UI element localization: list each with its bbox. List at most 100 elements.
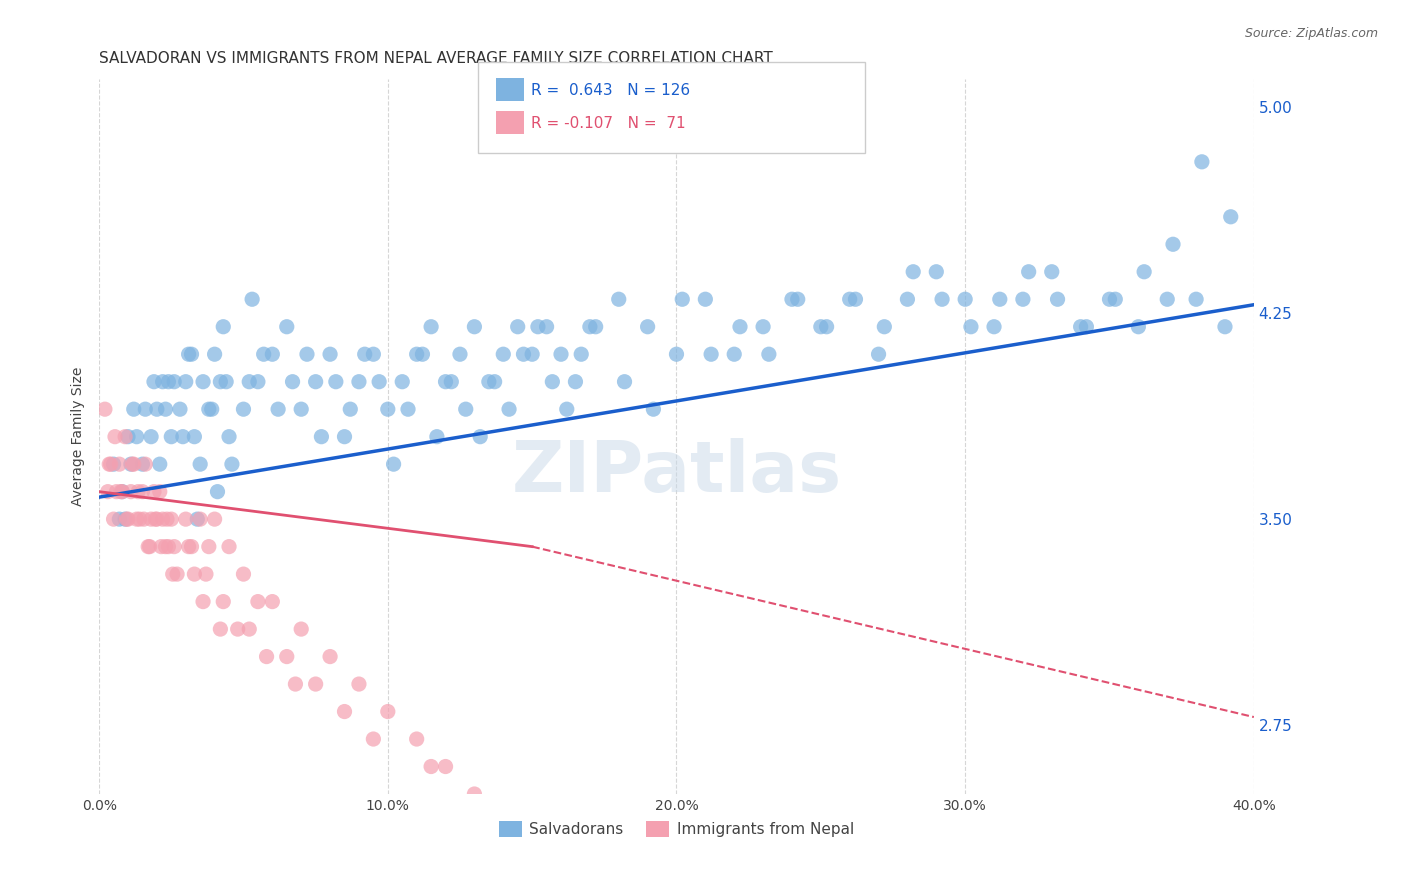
Point xyxy=(160,430,183,444)
Point xyxy=(1018,265,1040,279)
Point xyxy=(925,265,948,279)
Point xyxy=(1191,154,1213,169)
Point xyxy=(1104,292,1126,306)
Point xyxy=(246,594,269,608)
Point xyxy=(470,430,492,444)
Point xyxy=(295,347,318,361)
Point xyxy=(844,292,866,306)
Point xyxy=(281,375,304,389)
Point xyxy=(512,347,534,361)
Point xyxy=(810,319,832,334)
Point xyxy=(209,622,232,636)
Point xyxy=(347,375,370,389)
Point xyxy=(758,347,780,361)
Point xyxy=(333,705,356,719)
Point xyxy=(665,347,688,361)
Point xyxy=(115,512,138,526)
Point xyxy=(449,347,471,361)
Point xyxy=(1133,265,1156,279)
Point xyxy=(896,292,918,306)
Point xyxy=(377,705,399,719)
Point xyxy=(166,567,188,582)
Point xyxy=(134,402,156,417)
Point xyxy=(204,512,226,526)
Point xyxy=(290,402,312,417)
Point xyxy=(150,540,173,554)
Point xyxy=(139,512,162,526)
Point xyxy=(111,484,134,499)
Point xyxy=(100,457,122,471)
Point xyxy=(122,402,145,417)
Point xyxy=(221,457,243,471)
Point xyxy=(382,457,405,471)
Point xyxy=(172,430,194,444)
Point xyxy=(207,484,229,499)
Point xyxy=(290,622,312,636)
Point xyxy=(188,512,211,526)
Legend: Salvadorans, Immigrants from Nepal: Salvadorans, Immigrants from Nepal xyxy=(492,815,860,844)
Point xyxy=(253,347,276,361)
Point xyxy=(492,814,515,829)
Point xyxy=(983,319,1005,334)
Point xyxy=(132,512,155,526)
Point xyxy=(695,292,717,306)
Point xyxy=(155,540,177,554)
Point xyxy=(420,759,443,773)
Point xyxy=(564,375,586,389)
Point xyxy=(110,484,132,499)
Point xyxy=(405,347,427,361)
Point xyxy=(155,402,177,417)
Point xyxy=(169,402,191,417)
Text: Source: ZipAtlas.com: Source: ZipAtlas.com xyxy=(1244,27,1378,40)
Point xyxy=(700,347,723,361)
Point xyxy=(191,375,214,389)
Point xyxy=(276,319,298,334)
Point xyxy=(411,347,433,361)
Point xyxy=(104,430,127,444)
Point xyxy=(304,375,326,389)
Point xyxy=(128,512,150,526)
Point xyxy=(160,512,183,526)
Point xyxy=(143,484,166,499)
Point xyxy=(325,375,347,389)
Point xyxy=(226,622,249,636)
Point xyxy=(637,319,659,334)
Point xyxy=(1046,292,1069,306)
Point xyxy=(238,622,260,636)
Point xyxy=(333,430,356,444)
Point xyxy=(550,347,572,361)
Point xyxy=(454,402,477,417)
Point xyxy=(232,402,254,417)
Point xyxy=(117,512,139,526)
Point xyxy=(671,292,693,306)
Point xyxy=(121,457,143,471)
Point xyxy=(536,319,558,334)
Point xyxy=(988,292,1011,306)
Point xyxy=(960,319,983,334)
Point xyxy=(815,319,838,334)
Point xyxy=(506,319,529,334)
Point xyxy=(134,457,156,471)
Point xyxy=(108,457,131,471)
Point xyxy=(484,375,506,389)
Point xyxy=(131,457,153,471)
Point xyxy=(262,594,284,608)
Point xyxy=(212,319,235,334)
Point xyxy=(319,347,342,361)
Point xyxy=(463,319,485,334)
Point xyxy=(194,567,217,582)
Point xyxy=(177,540,200,554)
Point xyxy=(426,430,449,444)
Point xyxy=(191,594,214,608)
Point xyxy=(868,347,890,361)
Point xyxy=(780,292,803,306)
Point xyxy=(145,512,167,526)
Point xyxy=(138,540,160,554)
Text: ZIPatlas: ZIPatlas xyxy=(512,438,842,507)
Point xyxy=(873,319,896,334)
Point xyxy=(396,402,419,417)
Point xyxy=(1070,319,1092,334)
Point xyxy=(131,484,153,499)
Point xyxy=(215,375,238,389)
Point xyxy=(103,512,125,526)
